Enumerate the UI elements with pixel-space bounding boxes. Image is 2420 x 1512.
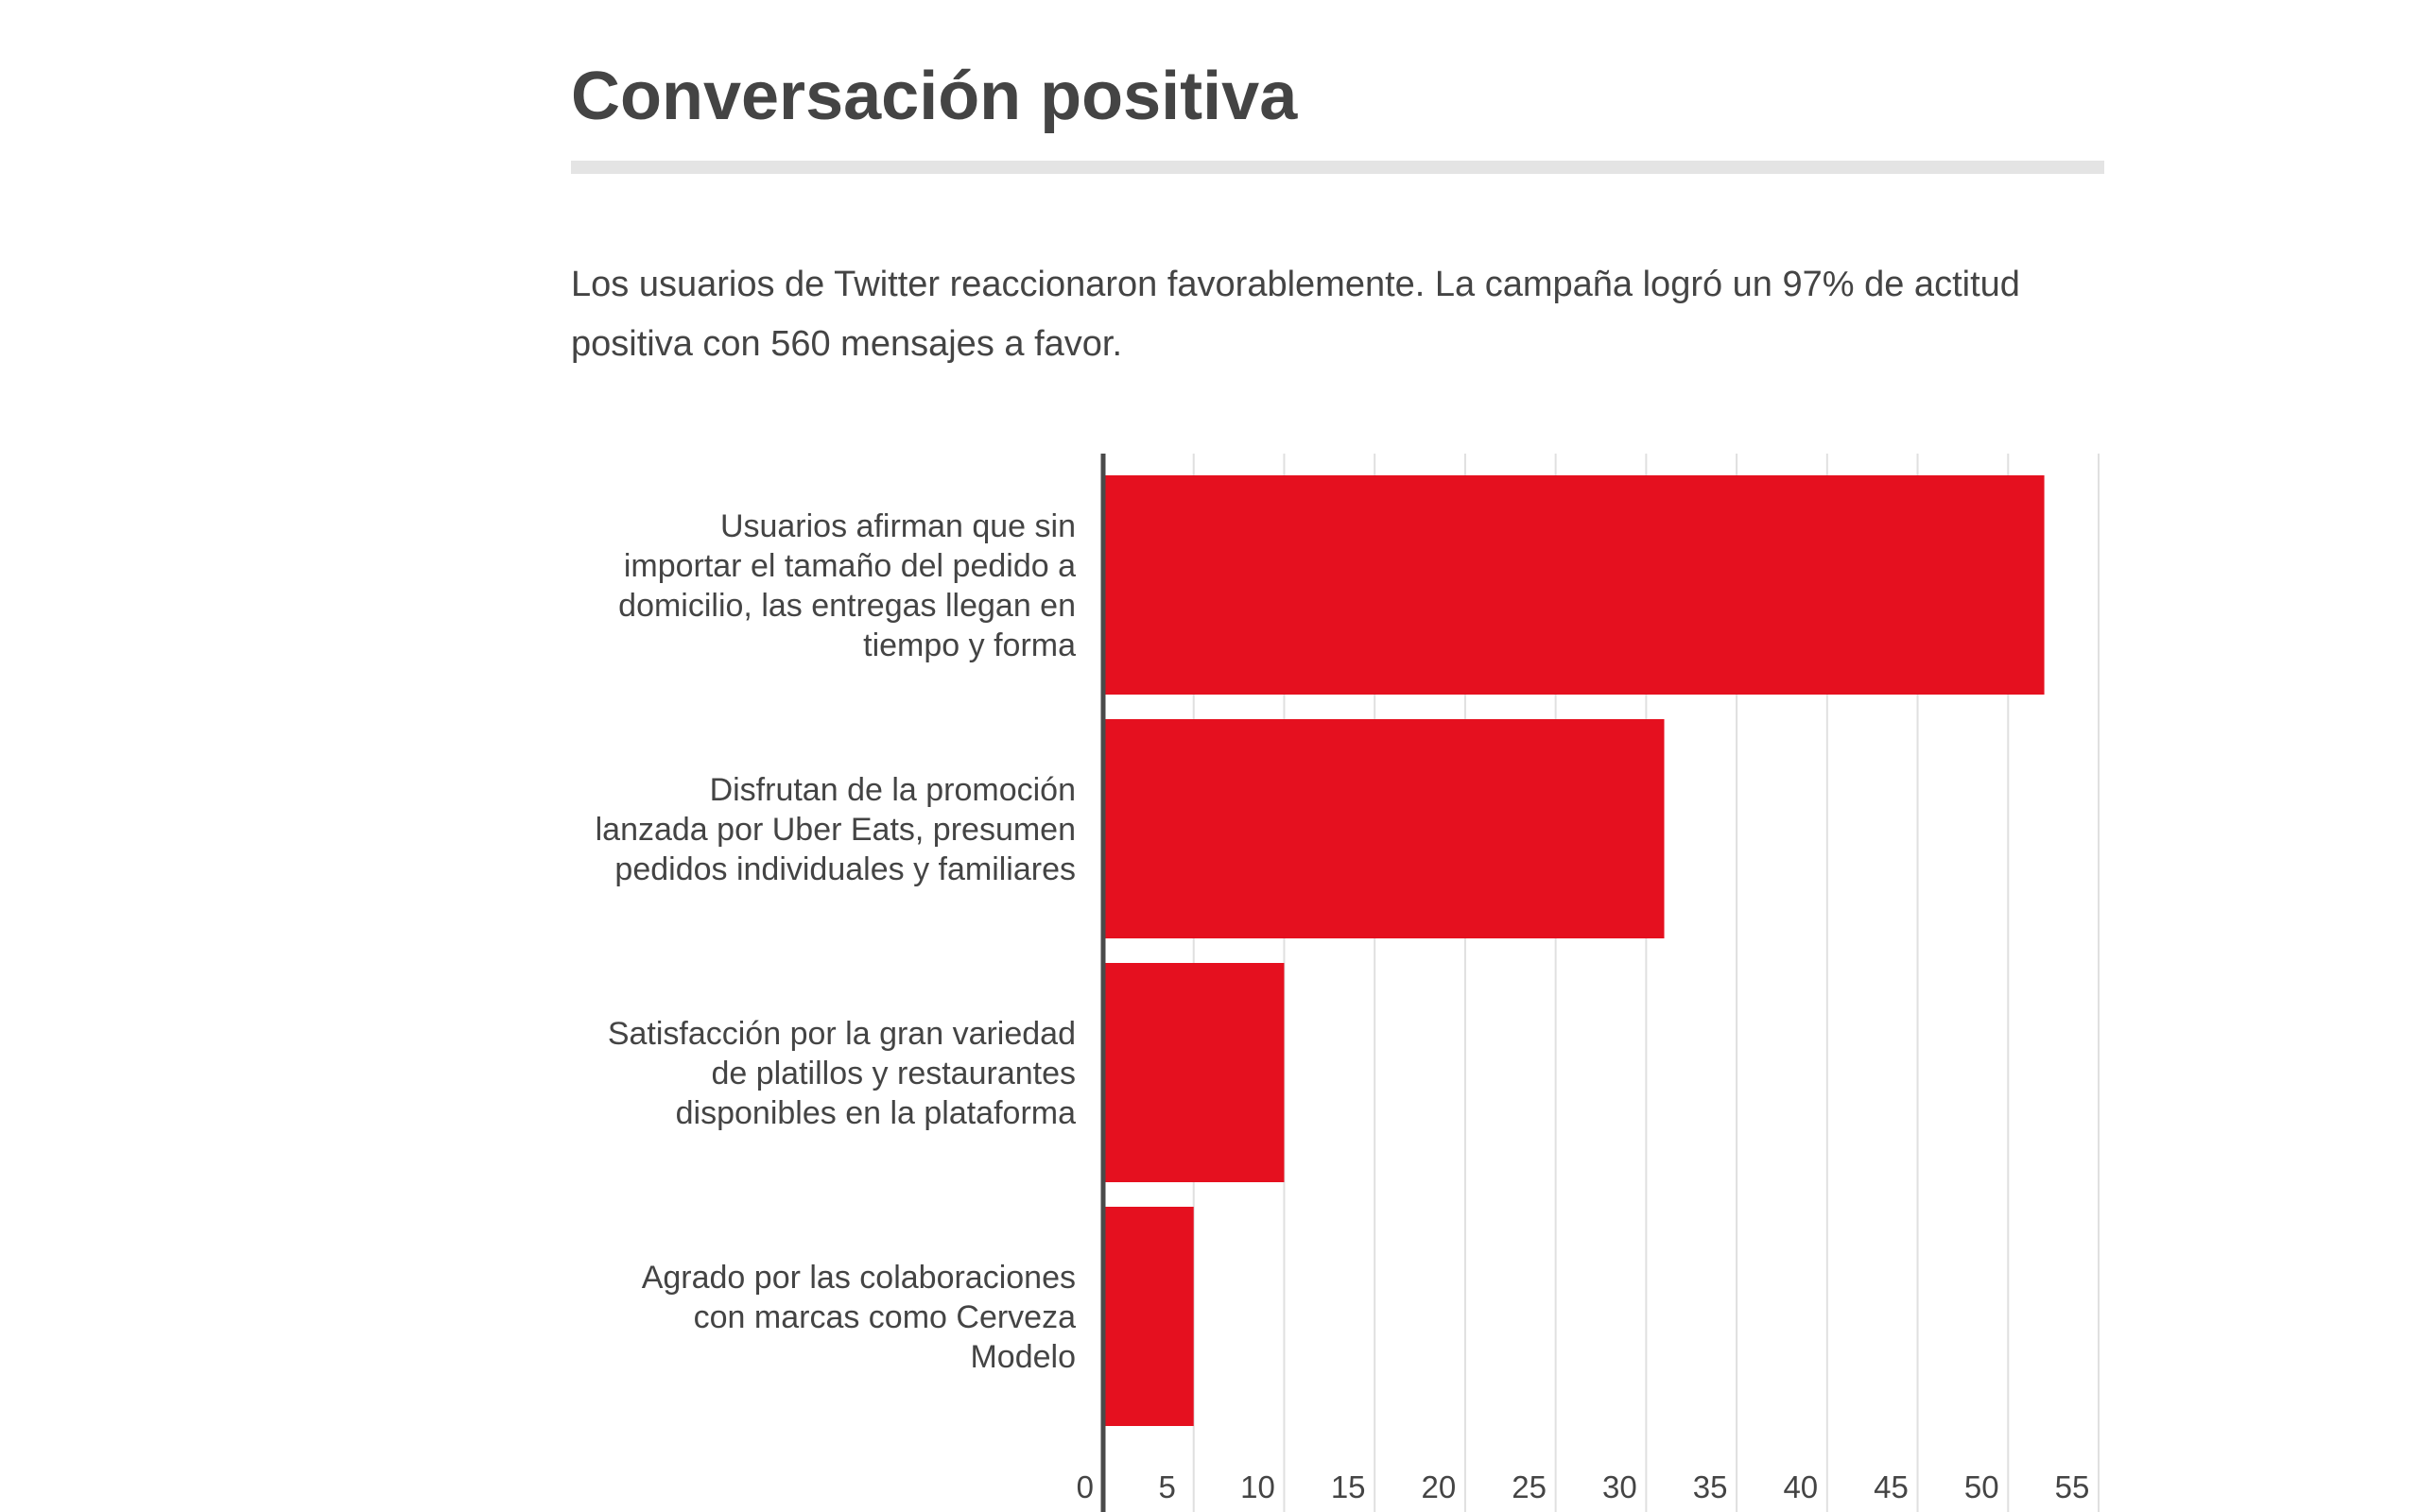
chart-x-axis-ticks: 0 5 10 15 20 25 30 35 40 45 50 55	[1077, 1469, 2090, 1504]
x-tick-25: 25	[1512, 1469, 1547, 1504]
x-tick-40: 40	[1783, 1469, 1818, 1504]
chart-description: Los usuarios de Twitter reaccionaron fav…	[571, 265, 2020, 364]
x-tick-20: 20	[1422, 1469, 1457, 1504]
x-tick-35: 35	[1693, 1469, 1728, 1504]
bar-1	[1103, 475, 2045, 695]
x-tick-15: 15	[1331, 1469, 1366, 1504]
category-label-3: Satisfacción por la gran variedad de plat…	[608, 1016, 1076, 1131]
bar-4	[1103, 1207, 1194, 1426]
x-tick-30: 30	[1602, 1469, 1637, 1504]
page-title: Conversación positiva	[571, 59, 1298, 134]
title-divider	[571, 161, 2104, 174]
chart-category-labels: Usuarios afirman que sin importar el tama…	[596, 508, 1076, 1375]
category-label-2: Disfrutan de la promoción lanzada por Ube…	[596, 772, 1076, 887]
chart-bars	[1103, 475, 2045, 1426]
bar-3	[1103, 963, 1285, 1182]
x-tick-50: 50	[1964, 1469, 1999, 1504]
x-tick-45: 45	[1874, 1469, 1909, 1504]
x-tick-0: 0	[1077, 1469, 1094, 1504]
x-tick-55: 55	[2055, 1469, 2090, 1504]
x-tick-5: 5	[1159, 1469, 1176, 1504]
category-label-4: Agrado por las colaboraciones con marcas …	[642, 1260, 1076, 1375]
bar-2	[1103, 719, 1665, 938]
category-label-1: Usuarios afirman que sin importar el tama…	[618, 508, 1076, 663]
x-tick-10: 10	[1240, 1469, 1275, 1504]
